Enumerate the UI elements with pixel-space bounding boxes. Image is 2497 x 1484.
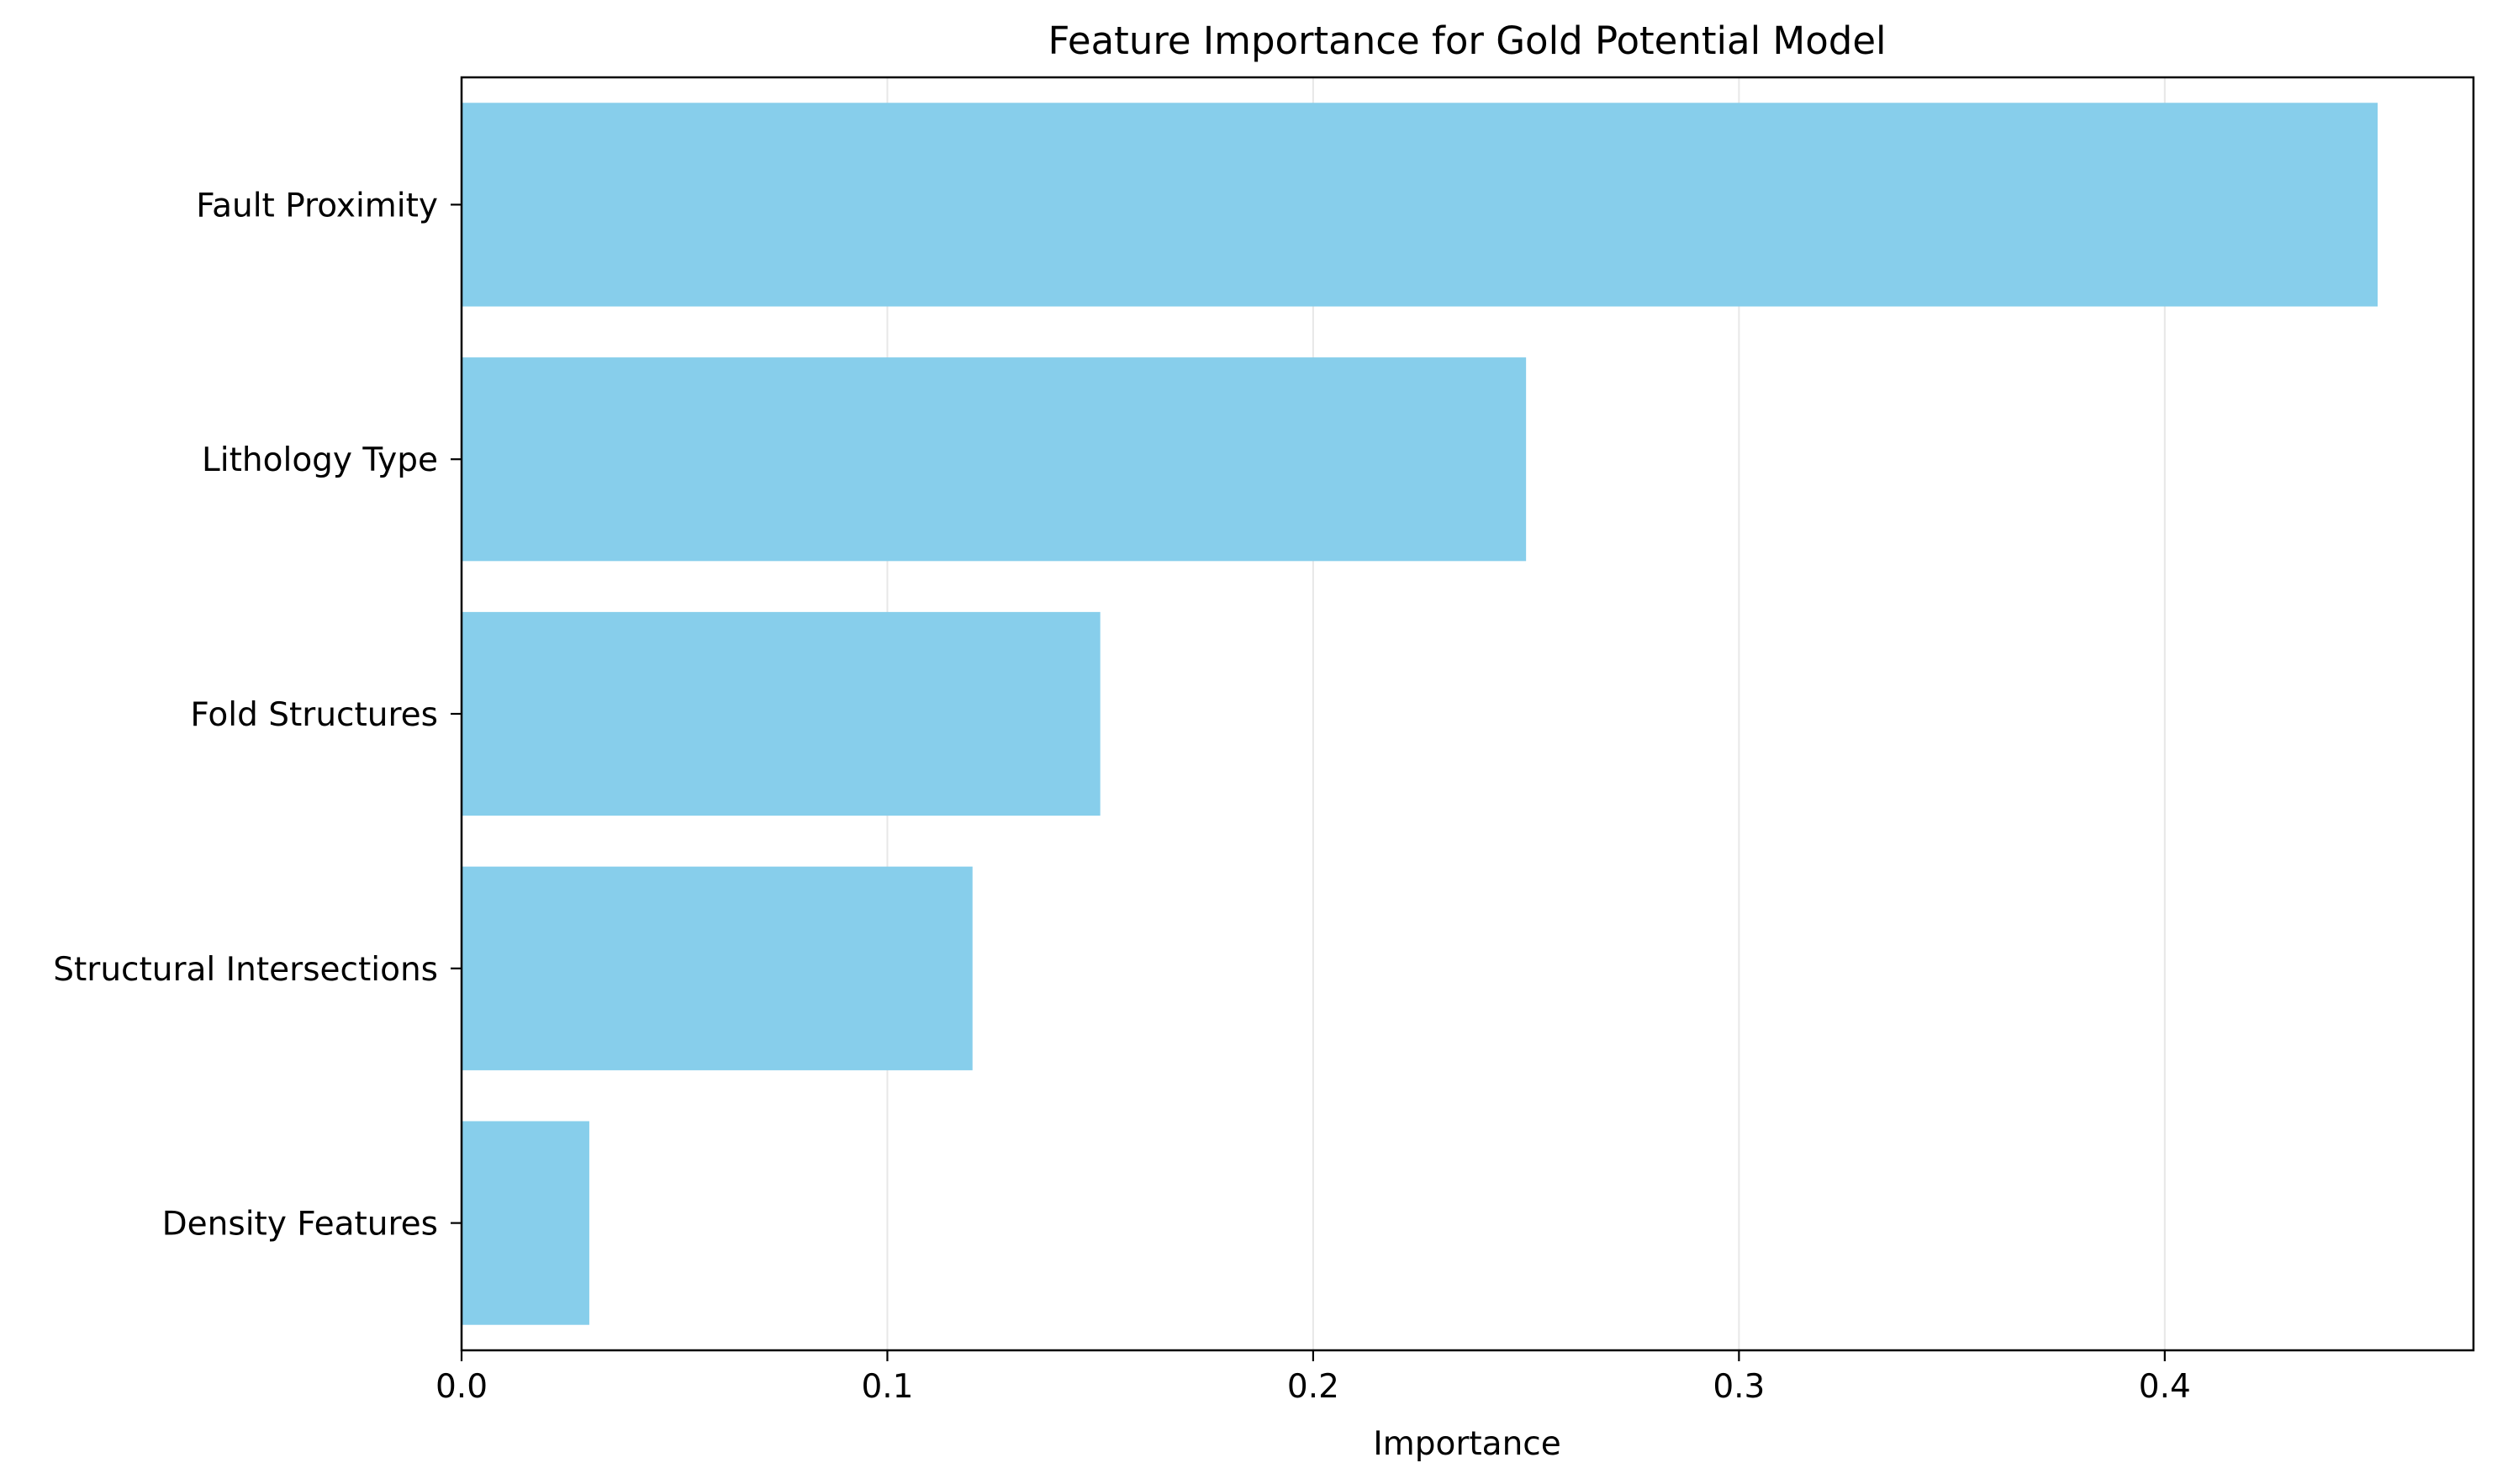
y-category-label: Density Features bbox=[162, 1206, 438, 1244]
bar-structural-intersections bbox=[462, 866, 973, 1070]
bar-lithology-type bbox=[462, 357, 1527, 562]
x-tick-label: 0.0 bbox=[436, 1368, 488, 1406]
bars bbox=[462, 103, 2378, 1325]
x-tick-label: 0.2 bbox=[1287, 1368, 1339, 1406]
y-axis-ticks: Fault Proximity Lithology Type Fold Struct… bbox=[53, 187, 462, 1244]
y-category-label: Fault Proximity bbox=[196, 187, 438, 224]
y-category-label: Fold Structures bbox=[190, 696, 438, 734]
bar-fold-structures bbox=[462, 611, 1101, 816]
x-axis-ticks: 0.0 0.1 0.2 0.3 0.4 bbox=[436, 1350, 2191, 1406]
bar-density-features bbox=[462, 1121, 589, 1325]
x-tick-label: 0.4 bbox=[2139, 1368, 2191, 1406]
bar-fault-proximity bbox=[462, 103, 2378, 307]
y-category-label: Lithology Type bbox=[202, 441, 438, 479]
chart-title: Feature Importance for Gold Potential Mo… bbox=[1048, 18, 1886, 63]
x-tick-label: 0.1 bbox=[861, 1368, 913, 1406]
y-category-label: Structural Intersections bbox=[53, 951, 438, 989]
x-tick-label: 0.3 bbox=[1713, 1368, 1765, 1406]
x-axis-label: Importance bbox=[1373, 1425, 1561, 1463]
